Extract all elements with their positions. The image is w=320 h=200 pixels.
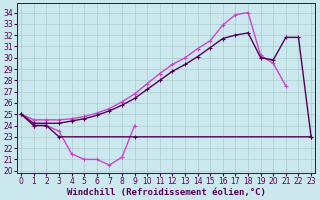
X-axis label: Windchill (Refroidissement éolien,°C): Windchill (Refroidissement éolien,°C): [67, 188, 266, 197]
